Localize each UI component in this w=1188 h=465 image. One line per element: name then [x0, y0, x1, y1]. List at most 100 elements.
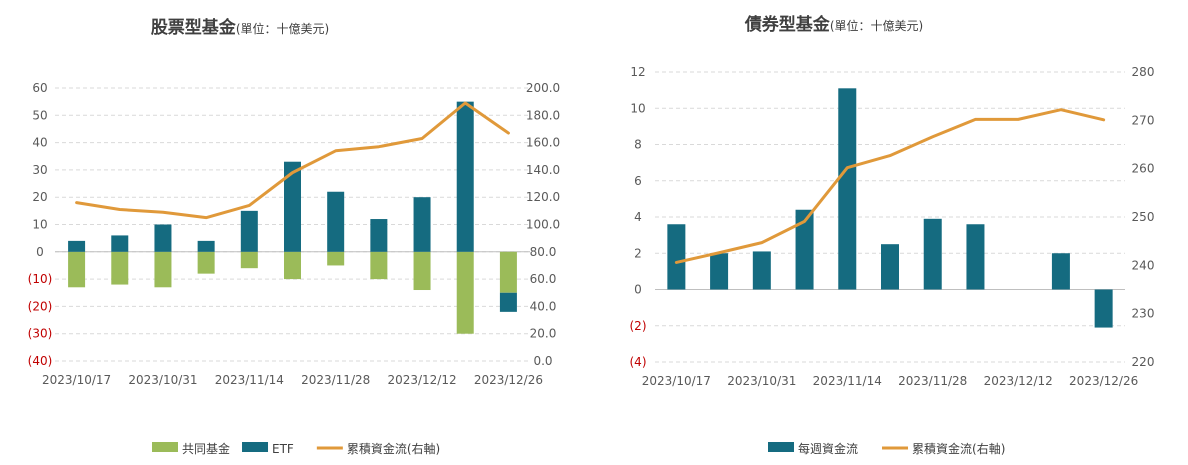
y-right-tick-label: 250 — [1132, 210, 1155, 224]
bar-weekly-flow — [667, 224, 686, 290]
y-right-tick-label: 120.0 — [526, 190, 560, 204]
cumulative-flow-line — [75, 101, 510, 220]
y-right-tick-label: 230 — [1132, 307, 1155, 321]
x-axis: 2023/10/17 2023/10/31 2023/11/14 2023/11/28… — [42, 373, 543, 387]
x-tick-label: 2023/11/14 — [215, 373, 284, 387]
bar-etf — [327, 191, 345, 252]
bar-etf — [111, 235, 129, 252]
x-axis: 2023/10/17 2023/10/31 2023/11/14 2023/11/28… — [642, 374, 1138, 388]
x-tick-label: 2023/10/17 — [42, 373, 111, 387]
bar-mutual-fund — [154, 251, 172, 288]
bar-mutual-fund — [456, 251, 474, 334]
bar-etf — [499, 292, 517, 312]
bar-weekly-flow — [966, 224, 985, 290]
chart-title: 股票型基金(單位：十億美元) — [151, 17, 329, 38]
x-tick-label: 2023/12/12 — [984, 374, 1053, 388]
y-left-tick-label: 0 — [634, 283, 642, 297]
legend: 共同基金 ETF 累積資金流(右軸) — [152, 441, 440, 456]
y-right-tick-label: 0.0 — [533, 354, 552, 368]
bar-weekly-flow — [795, 209, 814, 290]
legend-item: 每週資金流 — [768, 441, 858, 456]
y-right-tick-label: 270 — [1132, 113, 1155, 127]
cumulative-flow-line — [674, 108, 1106, 264]
x-tick-label: 2023/11/14 — [813, 374, 882, 388]
gridlines — [655, 71, 1125, 363]
y-left-tick-label: 10 — [32, 218, 47, 232]
y-right-tick-label: 40.0 — [530, 299, 557, 313]
bars — [68, 101, 517, 334]
y-left-tick-label: (2) — [630, 319, 647, 333]
bar-weekly-flow — [752, 251, 771, 290]
y-right-tick-label: 160.0 — [526, 136, 560, 150]
bars — [667, 88, 1113, 328]
bar-mutual-fund — [197, 251, 215, 274]
bar-mutual-fund — [68, 251, 86, 288]
bar-etf — [240, 210, 258, 252]
bar-weekly-flow — [1051, 253, 1070, 290]
bar-mutual-fund — [370, 251, 388, 280]
x-tick-label: 2023/10/31 — [727, 374, 796, 388]
legend: 每週資金流 累積資金流(右軸) — [768, 441, 1005, 456]
y-right-tick-label: 280 — [1132, 65, 1155, 79]
chart-title-unit: (單位：十億美元) — [830, 18, 923, 33]
bond-fund-chart: 債券型基金(單位：十億美元) (4) (2) 0 2 4 6 8 10 12 220 230 240… — [630, 14, 1155, 456]
y-axis-left: (40) (30) (20) (10) 0 10 20 30 40 50 60 — [28, 81, 53, 368]
chart-title: 債券型基金(單位：十億美元) — [744, 14, 923, 35]
y-left-tick-label: (4) — [630, 355, 647, 369]
y-axis-left: (4) (2) 0 2 4 6 8 10 12 — [630, 65, 647, 369]
x-tick-label: 2023/12/26 — [474, 373, 543, 387]
y-left-tick-label: (30) — [28, 327, 53, 341]
legend-swatch — [152, 442, 178, 452]
bar-weekly-flow — [1094, 289, 1113, 328]
x-tick-label: 2023/12/26 — [1069, 374, 1138, 388]
legend-label: ETF — [272, 442, 294, 456]
y-right-tick-label: 20.0 — [530, 327, 557, 341]
bar-mutual-fund — [284, 251, 301, 280]
y-right-tick-label: 60.0 — [530, 272, 557, 286]
y-right-tick-label: 140.0 — [526, 163, 560, 177]
bar-weekly-flow — [838, 88, 857, 290]
bar-etf — [456, 101, 474, 252]
x-tick-label: 2023/11/28 — [898, 374, 967, 388]
y-left-tick-label: 50 — [32, 108, 47, 122]
y-right-tick-label: 260 — [1132, 162, 1155, 176]
y-right-tick-label: 240 — [1132, 258, 1155, 272]
legend-label: 每週資金流 — [798, 441, 858, 456]
bar-mutual-fund — [499, 251, 517, 293]
bar-weekly-flow — [923, 218, 942, 290]
chart-title-unit: (單位：十億美元) — [236, 21, 329, 36]
y-right-tick-label: 200.0 — [526, 81, 560, 95]
bar-etf — [197, 240, 215, 252]
y-left-tick-label: 60 — [32, 81, 47, 95]
y-right-tick-label: 100.0 — [526, 218, 560, 232]
y-left-tick-label: 10 — [630, 101, 645, 115]
line-series — [75, 101, 510, 220]
bar-etf — [154, 224, 172, 252]
bar-etf — [68, 240, 86, 252]
bar-mutual-fund — [327, 251, 345, 266]
legend-item: 累積資金流(右軸) — [316, 441, 440, 456]
legend-swatch — [768, 442, 794, 452]
bar-etf — [284, 161, 301, 252]
legend-item: ETF — [242, 442, 294, 456]
legend-item: 累積資金流(右軸) — [882, 441, 1005, 456]
legend-item: 共同基金 — [152, 441, 230, 456]
y-left-tick-label: 6 — [634, 174, 642, 188]
legend-label: 共同基金 — [182, 441, 230, 456]
y-left-tick-label: (20) — [28, 299, 53, 313]
y-left-tick-label: 2 — [634, 246, 642, 260]
y-left-tick-label: 12 — [630, 65, 645, 79]
gridlines — [55, 87, 530, 362]
y-left-tick-label: 30 — [32, 163, 47, 177]
y-left-tick-label: 8 — [634, 138, 642, 152]
bar-weekly-flow — [710, 253, 729, 290]
bar-mutual-fund — [111, 251, 129, 285]
x-tick-label: 2023/10/17 — [642, 374, 711, 388]
bar-weekly-flow — [881, 244, 899, 290]
x-tick-label: 2023/12/12 — [387, 373, 456, 387]
y-right-tick-label: 80.0 — [530, 245, 557, 259]
legend-swatch — [242, 442, 269, 452]
y-left-tick-label: 40 — [32, 136, 47, 150]
y-right-tick-label: 180.0 — [526, 108, 560, 122]
